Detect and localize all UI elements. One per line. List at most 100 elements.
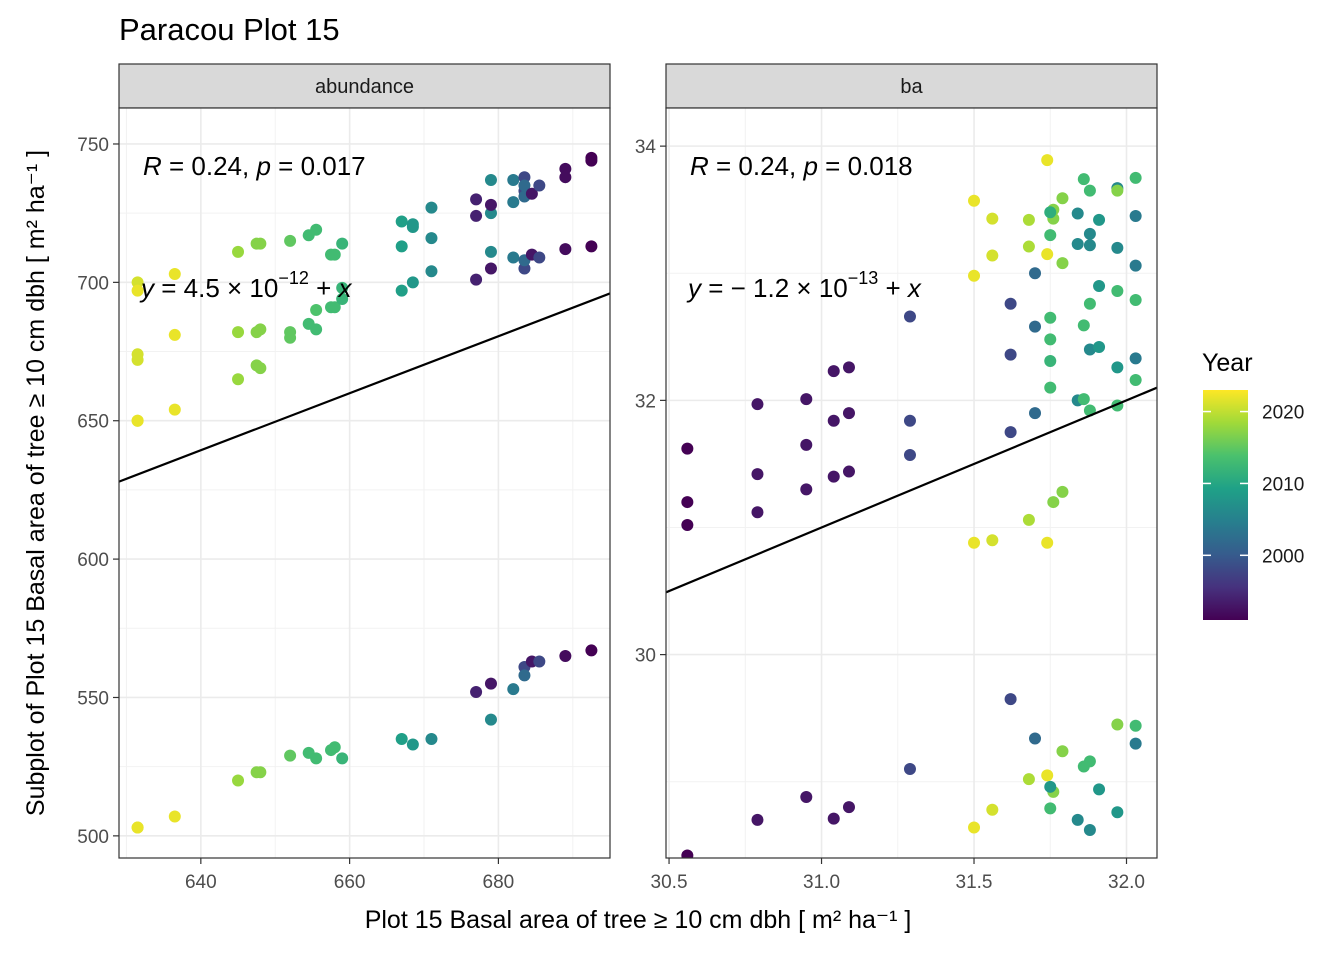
data-point (168, 810, 181, 823)
data-point (1111, 285, 1124, 298)
data-point (827, 470, 840, 483)
legend-title: Year (1202, 349, 1253, 377)
x-tick-label: 31.5 (956, 872, 993, 893)
data-point (484, 207, 497, 220)
data-point (903, 310, 916, 323)
data-point (310, 304, 323, 317)
data-point (903, 763, 916, 776)
strip-label-ba: ba (900, 76, 923, 98)
data-point (131, 821, 144, 834)
data-point (1111, 806, 1124, 819)
data-point (751, 813, 764, 826)
equation-x-symbol: x (906, 273, 922, 303)
data-point (470, 685, 483, 698)
data-point (1129, 374, 1142, 387)
data-point (1083, 755, 1096, 768)
data-point (395, 240, 408, 253)
data-point (1022, 240, 1035, 253)
data-point (585, 154, 598, 167)
data-point (131, 276, 144, 289)
data-point (1022, 513, 1035, 526)
data-point (484, 677, 497, 690)
data-point (518, 262, 531, 275)
data-point (1129, 259, 1142, 272)
data-point (232, 774, 245, 787)
equation-main: = 4.5 × 10 (154, 273, 278, 303)
data-point (559, 243, 572, 256)
data-point (1129, 737, 1142, 750)
panel-abundance: abundance R = 0.24, p = 0.017 y = 4.5 × … (77, 63, 611, 893)
data-point (1093, 340, 1106, 353)
data-point (1044, 206, 1057, 219)
x-axis-title: Plot 15 Basal area of tree ≥ 10 cm dbh [… (365, 906, 912, 934)
data-point (395, 732, 408, 745)
x-tick-label: 660 (334, 872, 366, 893)
data-point (168, 328, 181, 341)
annotation-p-symbol: p (255, 151, 270, 181)
data-point (1044, 780, 1057, 793)
data-point (986, 534, 999, 547)
data-point (1022, 213, 1035, 226)
y-tick-label: 500 (77, 827, 109, 848)
data-point (1111, 241, 1124, 254)
data-point (968, 194, 981, 207)
data-point (336, 752, 349, 765)
data-point (968, 821, 981, 834)
data-point (559, 171, 572, 184)
data-point (1083, 184, 1096, 197)
data-point (425, 732, 438, 745)
axes-abundance: 640 660 680 500 550 600 650 700 750 (77, 135, 514, 893)
data-point (525, 187, 538, 200)
data-point (232, 373, 245, 386)
data-point (986, 249, 999, 262)
annotation-r-symbol: R (143, 151, 162, 181)
data-point (484, 262, 497, 275)
data-point (986, 212, 999, 225)
data-point (1044, 311, 1057, 324)
data-point (1004, 297, 1017, 310)
data-point (585, 644, 598, 657)
data-point (336, 237, 349, 250)
data-point (470, 209, 483, 222)
equation-plus: + (309, 273, 339, 303)
legend-colorbar (1203, 390, 1248, 620)
data-point (751, 506, 764, 519)
data-point (533, 251, 546, 264)
data-point (254, 362, 267, 375)
data-point (470, 273, 483, 286)
data-point (1056, 745, 1069, 758)
y-tick-label: 600 (77, 550, 109, 571)
data-point (1083, 824, 1096, 837)
data-point (1041, 769, 1054, 782)
data-point (751, 398, 764, 411)
data-point (254, 237, 267, 250)
data-point (395, 284, 408, 297)
annotation-equation-abundance: y = 4.5 × 10−12 + x (139, 268, 353, 303)
data-point (842, 801, 855, 814)
data-point (406, 218, 419, 231)
panel-border-ba (665, 107, 1158, 859)
data-point (903, 449, 916, 462)
data-point (1041, 536, 1054, 549)
data-point (232, 245, 245, 258)
data-point (254, 323, 267, 336)
strip-abundance (118, 63, 611, 109)
points-abundance (131, 151, 598, 834)
data-point (425, 265, 438, 278)
data-point (310, 323, 323, 336)
data-point (1044, 354, 1057, 367)
data-point (484, 245, 497, 258)
data-point (1129, 352, 1142, 365)
panel-background-ba (666, 108, 1157, 858)
data-point (1047, 496, 1060, 509)
strip-label-abundance: abundance (315, 76, 414, 98)
data-point (484, 173, 497, 186)
data-point (585, 240, 598, 253)
data-point (507, 173, 520, 186)
data-point (406, 276, 419, 289)
data-point (518, 171, 531, 184)
data-point (968, 536, 981, 549)
data-point (681, 518, 694, 531)
data-point (254, 766, 267, 779)
